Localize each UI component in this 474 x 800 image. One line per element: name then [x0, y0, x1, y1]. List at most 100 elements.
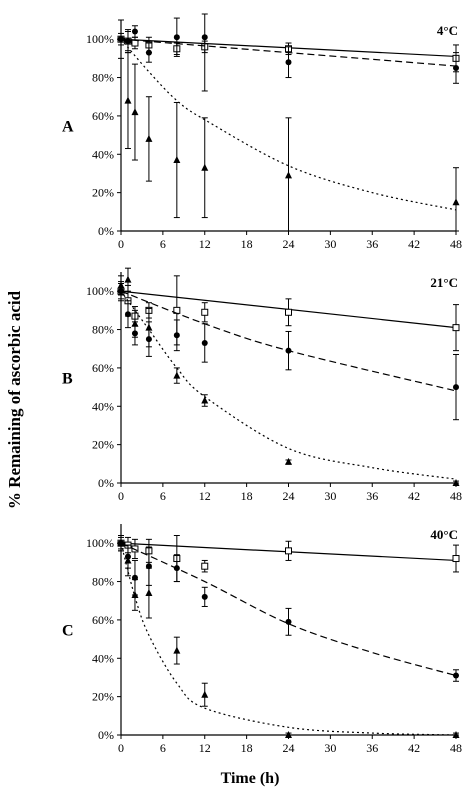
panel-letter: B: [62, 371, 73, 388]
series-solid: [117, 535, 460, 583]
data-point-square: [285, 308, 292, 316]
series-dashed: [118, 13, 459, 92]
x-tick-label: 36: [366, 237, 378, 251]
x-tick-label: 6: [160, 237, 166, 251]
y-tick-label: 60%: [92, 613, 114, 627]
panel-letter: C: [62, 623, 74, 640]
x-tick-label: 30: [324, 741, 336, 755]
x-tick-label: 36: [366, 489, 378, 503]
x-tick-label: 0: [118, 741, 124, 755]
temperature-label: 21°C: [430, 275, 458, 290]
data-point-triangle: [173, 371, 181, 379]
data-point-circle: [173, 34, 180, 41]
fit-curve-dotted: [120, 543, 457, 736]
data-point-circle: [131, 28, 138, 35]
y-tick-label: 100%: [86, 536, 114, 550]
data-point-square: [201, 562, 209, 570]
data-point-triangle: [145, 589, 153, 597]
fit-curve-dotted: [120, 290, 457, 480]
x-tick-label: 24: [283, 237, 295, 251]
y-tick-label: 0%: [98, 476, 114, 490]
data-point-square: [452, 324, 460, 332]
data-point-triangle: [285, 731, 292, 738]
x-tick-label: 12: [199, 237, 211, 251]
x-tick-label: 30: [324, 489, 336, 503]
y-tick-label: 0%: [98, 224, 114, 238]
series-dotted: [120, 38, 460, 232]
data-point-triangle: [201, 690, 209, 698]
y-tick-label: 100%: [86, 32, 114, 46]
data-point-circle: [173, 565, 180, 572]
series-dotted: [117, 536, 460, 738]
x-tick-label: 24: [283, 741, 295, 755]
x-tick-label: 6: [160, 741, 166, 755]
data-point-circle: [201, 34, 208, 41]
data-point-triangle: [201, 163, 209, 171]
y-tick-label: 40%: [92, 399, 114, 413]
x-tick-label: 0: [118, 237, 124, 251]
x-tick-label: 12: [199, 489, 211, 503]
x-tick-label: 42: [408, 237, 420, 251]
x-tick-label: 18: [241, 237, 253, 251]
x-axis-title: Time (h): [220, 770, 280, 787]
data-point-triangle: [285, 171, 292, 179]
y-axis-title: % Remaining of ascorbic acid: [5, 290, 24, 510]
data-point-triangle: [124, 275, 132, 283]
y-tick-label: 100%: [86, 284, 114, 298]
x-tick-label: 0: [118, 489, 124, 503]
y-tick-label: 40%: [92, 651, 114, 665]
data-point-circle: [173, 332, 180, 339]
data-point-triangle: [173, 156, 181, 164]
data-point-triangle: [124, 96, 132, 104]
y-tick-label: 80%: [92, 575, 114, 589]
y-tick-label: 20%: [92, 690, 114, 704]
data-point-circle: [453, 64, 459, 71]
x-tick-label: 18: [241, 489, 253, 503]
x-tick-label: 42: [408, 489, 420, 503]
data-point-circle: [124, 311, 131, 318]
data-point-triangle: [117, 539, 125, 547]
data-point-triangle: [145, 134, 153, 142]
panel-letter: A: [62, 119, 74, 136]
fit-curve-dotted: [120, 38, 457, 211]
temperature-label: 4°C: [437, 23, 458, 38]
temperature-label: 40°C: [430, 527, 458, 542]
data-point-triangle: [201, 396, 209, 404]
x-tick-label: 48: [450, 237, 462, 251]
data-point-circle: [145, 49, 152, 56]
data-point-square: [201, 308, 209, 316]
y-tick-label: 80%: [92, 71, 114, 85]
x-tick-label: 6: [160, 489, 166, 503]
y-tick-label: 20%: [92, 186, 114, 200]
data-point-circle: [124, 38, 131, 45]
x-tick-label: 18: [241, 741, 253, 755]
data-point-square: [452, 555, 460, 563]
panel-A: 0% 20% 40% 60% 80% 100% 0 6 12 18 24 30 36 42 48 A 4°C: [62, 13, 462, 251]
panel-C: 0% 20% 40% 60% 80% 100% 0 6 12 18 24 30 36 42 48 C 40°C: [62, 524, 462, 755]
y-tick-label: 20%: [92, 438, 114, 452]
y-tick-label: 60%: [92, 361, 114, 375]
x-tick-label: 12: [199, 741, 211, 755]
data-point-triangle: [452, 731, 460, 738]
x-tick-label: 48: [450, 741, 462, 755]
data-point-triangle: [117, 281, 125, 289]
y-tick-label: 60%: [92, 109, 114, 123]
data-point-circle: [201, 593, 208, 600]
data-point-triangle: [173, 646, 181, 654]
y-axis-title-wrap: % Remaining of ascorbic acid: [0, 150, 30, 650]
data-point-circle: [285, 347, 292, 354]
data-point-circle: [201, 339, 208, 346]
panel-B: 0% 20% 40% 60% 80% 100% 0 6 12 18 24 30 36 42 48 B 21°C: [62, 267, 462, 503]
y-tick-label: 40%: [92, 147, 114, 161]
data-point-circle: [285, 59, 292, 66]
y-tick-label: 0%: [98, 728, 114, 742]
data-point-circle: [453, 672, 459, 679]
fit-curve-dashed: [120, 290, 457, 392]
data-point-circle: [453, 384, 459, 391]
data-point-triangle: [145, 323, 153, 331]
series-dotted: [117, 267, 460, 486]
x-tick-label: 24: [283, 489, 295, 503]
x-tick-label: 42: [408, 741, 420, 755]
data-point-triangle: [131, 319, 139, 327]
